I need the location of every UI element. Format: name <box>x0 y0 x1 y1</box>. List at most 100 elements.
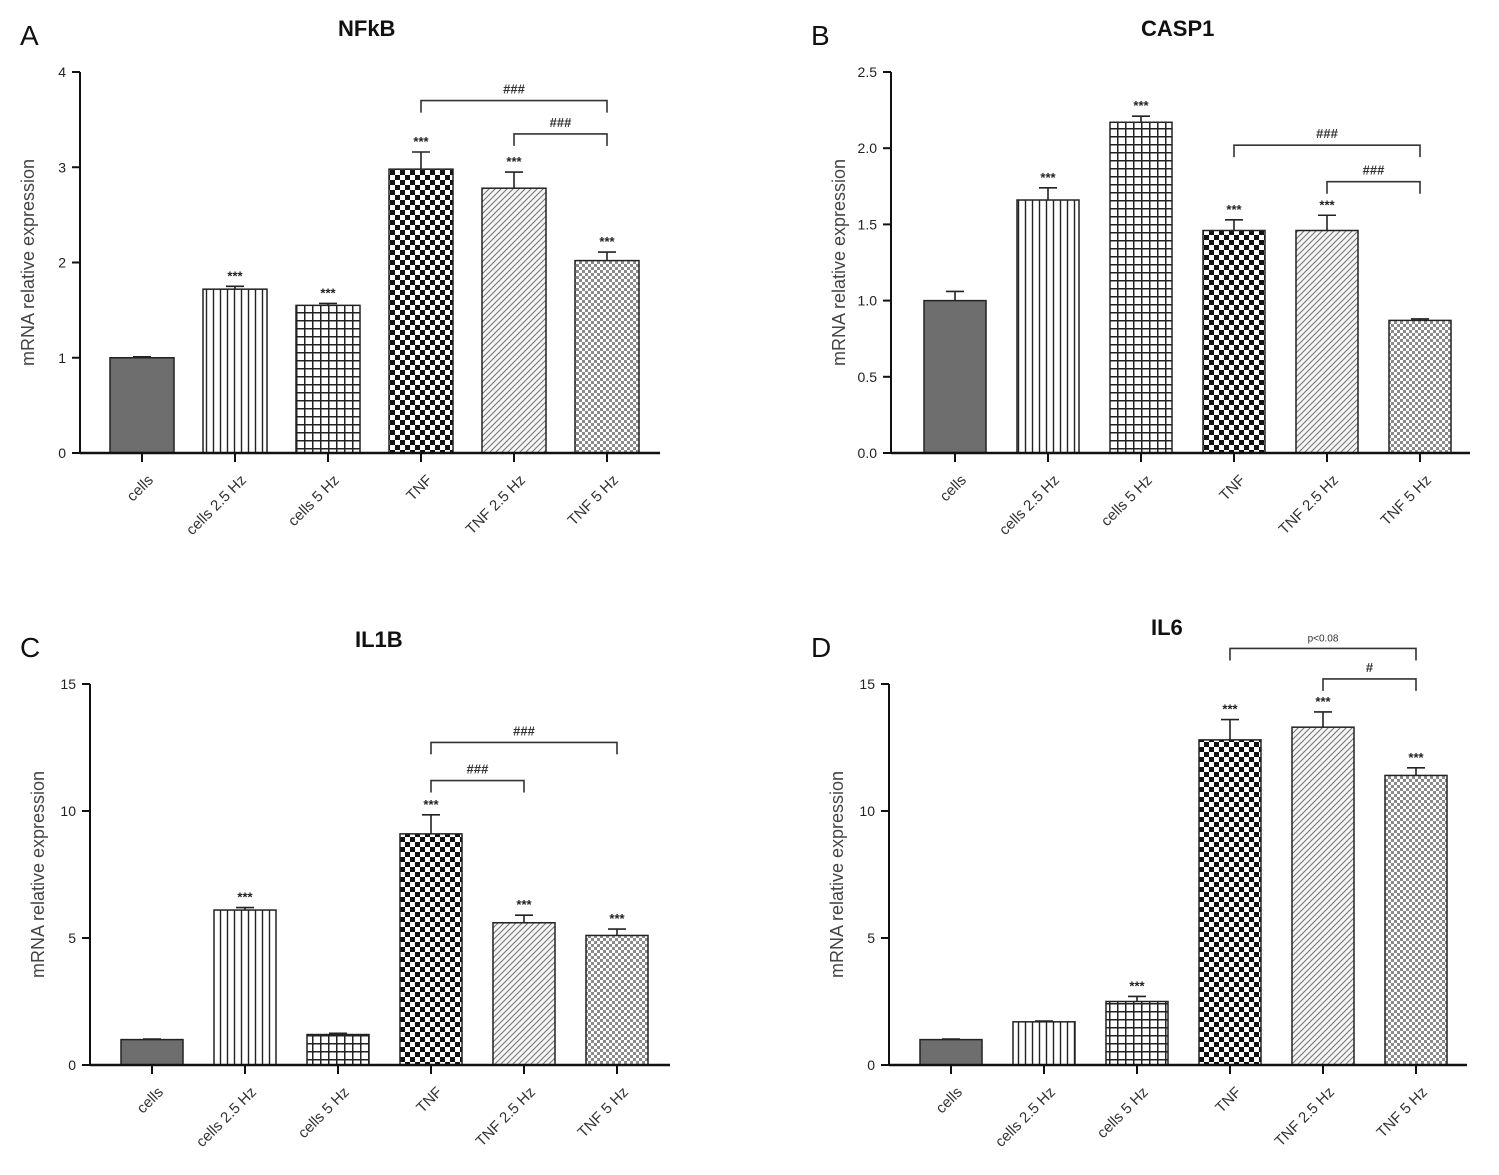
y-tick-label: 0 <box>68 1057 76 1073</box>
y-tick-label: 15 <box>60 676 76 692</box>
bracket-label: ### <box>467 762 489 777</box>
bar <box>1198 739 1262 1066</box>
chart-title: CASP1 <box>1141 16 1215 41</box>
panel-c: C IL1B 0 5 10 15 mRNA relative expression cel… <box>0 587 749 1174</box>
y-tick-label: 1.5 <box>858 216 878 232</box>
y-tick-label: 10 <box>859 803 875 819</box>
x-tick-label: TNF 2.5 Hz <box>463 472 529 538</box>
bar <box>1291 726 1355 1066</box>
error-bar <box>1132 115 1150 123</box>
bracket-label: p<0.08 <box>1308 633 1339 644</box>
bar <box>1295 229 1359 454</box>
bar <box>492 922 556 1066</box>
y-tick-label: 4 <box>58 64 66 80</box>
comparison-bracket <box>430 741 618 755</box>
significance-label: *** <box>237 890 253 905</box>
y-tick-label: 0 <box>58 445 66 461</box>
x-tick-label: cells 5 Hz <box>1094 1084 1152 1142</box>
comparison-bracket <box>420 99 608 113</box>
chart-svg: 0 5 10 15 mRNA relative expression cells *** ce… <box>28 676 670 1151</box>
bar <box>1109 121 1173 454</box>
error-bar <box>226 285 244 290</box>
bar <box>1384 774 1448 1066</box>
significance-label: *** <box>227 268 243 283</box>
x-tick-label: TNF 2.5 Hz <box>1272 1084 1338 1150</box>
bar <box>202 288 268 454</box>
error-bar <box>946 290 964 301</box>
x-tick-label: cells 2.5 Hz <box>992 1084 1059 1151</box>
chart-svg: 0 1 2 3 4 mRNA relative expression cells *** cel… <box>18 64 660 539</box>
x-tick-label: TNF <box>1212 1084 1245 1117</box>
y-tick-label: 2 <box>58 255 66 271</box>
error-bar <box>1128 995 1146 1002</box>
bracket-label: # <box>1366 660 1374 675</box>
error-bar <box>412 151 430 170</box>
panel-letter: D <box>811 632 832 663</box>
error-bar <box>1411 318 1429 321</box>
error-bar <box>598 251 616 261</box>
significance-label: *** <box>423 797 439 812</box>
panel-letter: B <box>811 20 830 51</box>
error-bar <box>1221 718 1239 740</box>
bar <box>481 187 547 454</box>
bar <box>213 909 277 1066</box>
y-tick-label: 3 <box>58 159 66 175</box>
y-axis-label: mRNA relative expression <box>28 771 48 978</box>
error-bar <box>422 814 440 834</box>
comparison-bracket <box>1229 647 1417 661</box>
x-tick-label: cells 5 Hz <box>295 1084 353 1142</box>
error-bar <box>515 914 533 923</box>
x-tick-label: cells <box>124 472 157 505</box>
significance-label: *** <box>1315 694 1331 709</box>
x-tick-label: cells 2.5 Hz <box>996 472 1063 539</box>
error-bar <box>1407 767 1425 776</box>
y-tick-label: 5 <box>867 930 875 946</box>
x-tick-label: TNF 2.5 Hz <box>473 1084 539 1150</box>
bracket-label: ### <box>503 82 525 97</box>
bar <box>388 168 454 454</box>
significance-label: *** <box>1408 750 1424 765</box>
y-axis-label: mRNA relative expression <box>829 159 849 366</box>
error-bar <box>1035 1020 1053 1022</box>
bar <box>1012 1021 1076 1066</box>
bar <box>1388 319 1452 454</box>
comparison-bracket <box>1233 144 1421 158</box>
y-tick-label: 10 <box>60 803 76 819</box>
y-tick-label: 1 <box>58 350 66 366</box>
x-tick-label: cells 2.5 Hz <box>183 472 250 539</box>
y-tick-label: 0.0 <box>858 445 878 461</box>
bar <box>120 1038 184 1066</box>
error-bar <box>1039 187 1057 201</box>
bar <box>399 833 463 1066</box>
error-bar <box>505 171 523 189</box>
x-tick-label: cells 5 Hz <box>285 472 343 530</box>
bracket-label: ### <box>1363 163 1385 178</box>
significance-label: *** <box>413 134 429 149</box>
bracket-label: ### <box>550 115 572 130</box>
bar <box>574 259 640 454</box>
y-axis-label: mRNA relative expression <box>18 159 38 366</box>
error-bar <box>942 1038 960 1040</box>
y-axis-label: mRNA relative expression <box>827 771 847 978</box>
panel-b: B CASP1 0.0 0.5 1.0 1.5 2.0 2.5 mRNA relative … <box>749 0 1498 587</box>
error-bar <box>608 928 626 936</box>
x-tick-label: cells <box>937 472 970 505</box>
panel-d: D IL6 0 5 10 15 mRNA relative expression cell… <box>749 587 1498 1174</box>
x-tick-label: cells <box>933 1084 966 1117</box>
chart-svg: 0.0 0.5 1.0 1.5 2.0 2.5 mRNA relative expressi… <box>829 64 1470 539</box>
error-bar <box>319 302 337 306</box>
error-bar <box>1225 219 1243 231</box>
x-tick-label: cells 5 Hz <box>1098 472 1156 530</box>
x-tick-label: cells 2.5 Hz <box>193 1084 260 1151</box>
significance-label: *** <box>1222 702 1238 717</box>
error-bar <box>236 906 254 911</box>
y-tick-label: 0.5 <box>858 369 878 385</box>
error-bar <box>1314 711 1332 728</box>
x-tick-label: TNF 5 Hz <box>1373 1084 1430 1141</box>
significance-label: *** <box>1040 170 1056 185</box>
error-bar <box>143 1038 161 1040</box>
x-tick-label: TNF 5 Hz <box>574 1084 631 1141</box>
y-tick-label: 15 <box>859 676 875 692</box>
chart-title: IL6 <box>1151 615 1183 640</box>
significance-label: *** <box>1133 98 1149 113</box>
